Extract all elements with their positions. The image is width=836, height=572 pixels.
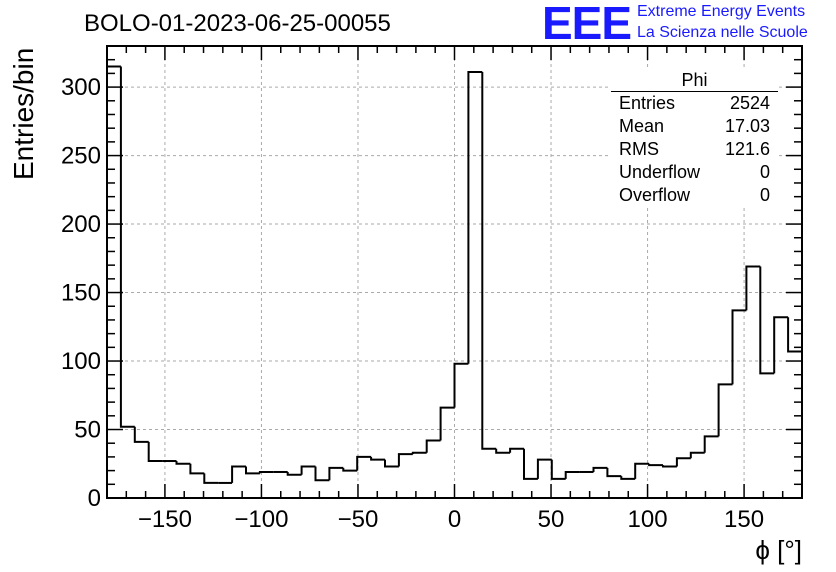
histogram-bin	[662, 465, 677, 468]
histogram-bin	[689, 451, 705, 459]
stats-value: 2524	[729, 93, 770, 113]
y-tick-label: 50	[74, 417, 101, 444]
histogram-bin	[231, 465, 246, 483]
histogram-bin	[717, 383, 733, 437]
histogram-bin	[439, 406, 455, 441]
x-tick-label: −150	[138, 506, 192, 533]
x-tick-label: 50	[538, 506, 565, 533]
stats-value: 17.03	[724, 116, 770, 136]
histogram-bin	[133, 426, 149, 443]
grid-lines	[107, 46, 802, 498]
histogram-bin	[384, 459, 399, 468]
histogram-bin	[675, 457, 691, 467]
x-tick-label: 100	[628, 506, 668, 533]
stats-label: RMS	[619, 139, 659, 159]
histogram-bin	[481, 72, 497, 450]
histogram-bin	[773, 316, 789, 374]
histogram-bin	[397, 453, 413, 467]
stats-row-overflow: Overflow 0	[611, 184, 778, 207]
y-axis-label: Entries/bin	[8, 47, 39, 180]
y-tick-label: 300	[61, 74, 101, 101]
histogram-bin	[147, 441, 163, 463]
histogram-bin	[550, 459, 566, 480]
stats-box: Phi Entries 2524 Mean 17.03 RMS 121.6 Un…	[611, 70, 778, 207]
histogram-bin	[509, 447, 524, 453]
x-tick-label: 150	[724, 506, 764, 533]
histogram-bin	[745, 265, 761, 311]
histogram-bin	[258, 470, 274, 474]
histogram-bin	[356, 455, 372, 471]
histogram-bin	[703, 435, 719, 453]
histogram-bin	[759, 266, 775, 375]
histogram-bin	[620, 476, 636, 480]
stats-row-rms: RMS 121.6	[611, 138, 778, 161]
stats-label: Underflow	[619, 162, 701, 182]
histogram-bin	[606, 467, 622, 478]
tick-labels: −150 −100 −50 0 50 100 150 0 50 100 150 200 250 300	[61, 74, 764, 533]
histogram-bin	[648, 463, 663, 467]
histogram-bin	[467, 71, 483, 364]
histogram-bin	[731, 309, 747, 385]
x-tick-label: −50	[338, 506, 379, 533]
histogram-bin	[411, 451, 427, 455]
histogram-bin	[245, 466, 260, 475]
y-tick-label: 0	[88, 485, 101, 512]
stats-row-mean: Mean 17.03	[611, 115, 778, 138]
histogram-bin	[536, 458, 552, 479]
stats-label: Mean	[619, 116, 665, 136]
histogram-bin	[203, 473, 219, 484]
histogram-bin	[314, 466, 330, 482]
histogram-bin	[564, 470, 580, 479]
stats-title: Phi	[611, 70, 778, 92]
x-axis-label: ϕ [°]	[755, 535, 802, 565]
histogram-bin	[495, 448, 511, 454]
axis-ticks	[106, 45, 803, 499]
y-tick-label: 250	[61, 143, 101, 170]
histogram-bin	[523, 448, 538, 480]
histogram-bin	[300, 465, 316, 475]
histogram-bin	[175, 461, 191, 465]
chart-title: BOLO-01-2023-06-25-00055	[84, 10, 391, 37]
stats-row-entries: Entries 2524	[611, 92, 778, 115]
histogram-bin	[342, 467, 358, 472]
logo-line-1: Extreme Energy Events	[637, 3, 806, 20]
x-tick-label: −100	[234, 506, 288, 533]
histogram-bin	[634, 462, 650, 479]
y-tick-label: 200	[61, 211, 101, 238]
histogram-bin	[787, 317, 802, 353]
histogram-bin	[425, 439, 441, 453]
y-tick-label: 150	[61, 280, 101, 307]
y-tick-label: 100	[61, 348, 101, 375]
histogram-bin	[453, 362, 469, 408]
histogram-bin	[592, 466, 608, 472]
x-tick-label: 0	[448, 506, 461, 533]
histogram-bin	[189, 463, 205, 475]
stats-value: 0	[759, 162, 770, 182]
logo-line-2: La Scienza nelle Scuole	[637, 24, 808, 41]
stats-label: Overflow	[619, 185, 691, 205]
stats-label: Entries	[619, 93, 676, 113]
eee-logo: EEE	[542, 0, 632, 49]
histogram-bin	[119, 66, 135, 428]
histogram-bin	[106, 65, 121, 498]
stats-value: 0	[759, 185, 770, 205]
histogram-bin	[286, 471, 302, 476]
histogram-bin	[328, 466, 344, 481]
histogram-bin	[370, 456, 385, 461]
stats-value: 121.6	[724, 139, 770, 159]
stats-row-underflow: Underflow 0	[611, 161, 778, 184]
